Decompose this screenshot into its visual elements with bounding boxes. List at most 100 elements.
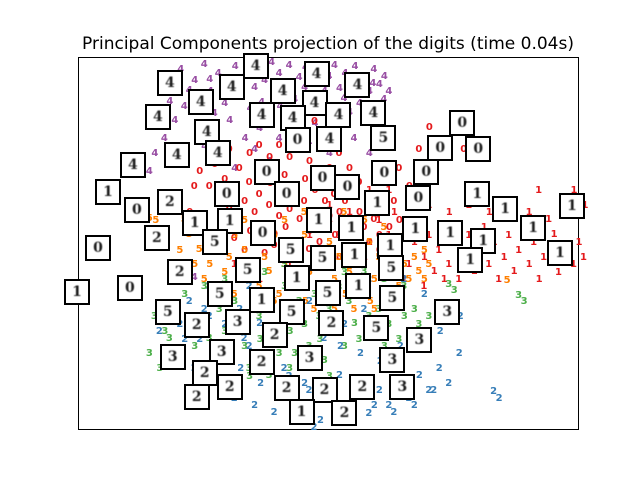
scatter-digit-5: 5 [301, 229, 309, 241]
thumbnail-digit-glyph: 3 [216, 343, 227, 360]
scatter-digit-5: 5 [340, 207, 348, 219]
scatter-digit-2: 2 [306, 296, 314, 308]
scatter-digit-2: 2 [370, 400, 378, 412]
scatter-digit-1: 1 [410, 236, 418, 248]
scatter-digit-5: 5 [370, 274, 378, 286]
scatter-digit-3: 3 [215, 303, 223, 315]
scatter-digit-4: 4 [231, 60, 239, 72]
scatter-digit-2: 2 [181, 333, 189, 345]
thumbnail-digit-glyph: 0 [435, 140, 446, 157]
digit-thumbnail-3: 3 [224, 309, 251, 336]
digit-thumbnail-1: 1 [457, 246, 484, 273]
scatter-digit-2: 2 [155, 325, 163, 337]
digit-thumbnail-5: 5 [378, 254, 405, 281]
thumbnail-digit-glyph: 3 [397, 379, 408, 396]
digit-thumbnail-1: 1 [547, 240, 574, 267]
scatter-digit-2: 2 [436, 325, 444, 337]
digit-thumbnail-2: 2 [166, 259, 193, 286]
digit-thumbnail-0: 0 [116, 275, 143, 302]
digit-thumbnail-1: 1 [64, 279, 91, 306]
thumbnail-digit-glyph: 5 [378, 130, 389, 147]
thumbnail-digit-glyph: 0 [281, 186, 292, 203]
scatter-digit-0: 0 [331, 189, 338, 200]
scatter-digit-0: 0 [190, 181, 198, 193]
digit-thumbnail-1: 1 [437, 220, 464, 247]
thumbnail-digit-glyph: 1 [472, 186, 483, 203]
scatter-digit-5: 5 [152, 214, 160, 226]
thumbnail-digit-glyph: 4 [352, 77, 363, 94]
scatter-digit-3: 3 [341, 267, 348, 278]
scatter-digit-1: 1 [575, 236, 583, 248]
scatter-digit-0: 0 [296, 214, 304, 226]
scatter-digit-0: 0 [241, 196, 249, 208]
thumbnail-digit-glyph: 1 [224, 212, 235, 229]
scatter-digit-0: 0 [275, 211, 283, 223]
scatter-digit-1: 1 [440, 274, 448, 286]
scatter-digit-3: 3 [375, 304, 382, 315]
thumbnail-digit-glyph: 4 [212, 144, 223, 161]
scatter-digit-4: 4 [151, 148, 159, 160]
scatter-digit-5: 5 [420, 274, 428, 286]
scatter-digit-1: 1 [580, 251, 587, 263]
thumbnail-digit-glyph: 2 [281, 380, 292, 397]
scatter-digit-2: 2 [251, 400, 259, 412]
scatter-digit-5: 5 [265, 266, 273, 278]
scatter-digit-3: 3 [286, 325, 294, 337]
scatter-digit-3: 3 [265, 370, 273, 382]
thumbnail-digit-glyph: 2 [224, 379, 235, 396]
scatter-digit-4: 4 [351, 60, 359, 72]
digit-thumbnail-2: 2 [216, 374, 243, 401]
digit-thumbnail-3: 3 [296, 345, 323, 372]
scatter-digit-0: 0 [282, 221, 290, 233]
scatter-digit-4: 4 [350, 133, 358, 145]
thumbnail-digit-glyph: 3 [414, 331, 425, 348]
scatter-digit-5: 5 [326, 237, 333, 249]
thumbnail-digit-glyph: 3 [387, 351, 398, 368]
scatter-digit-2: 2 [495, 392, 503, 404]
scatter-digit-5: 5 [420, 244, 428, 256]
scatter-digit-1: 1 [500, 251, 508, 263]
scatter-digit-2: 2 [336, 341, 344, 352]
thumbnail-digit-glyph: 0 [457, 114, 468, 131]
thumbnail-digit-glyph: 4 [128, 156, 138, 173]
thumbnail-digit-glyph: 4 [171, 146, 182, 163]
scatter-digit-1: 1 [530, 237, 538, 249]
scatter-digit-4: 4 [251, 82, 259, 94]
scatter-digit-4: 4 [356, 98, 363, 109]
thumbnail-digit-glyph: 2 [164, 193, 175, 210]
digit-thumbnail-4: 4 [204, 139, 231, 166]
scatter-digit-1: 1 [505, 229, 513, 241]
scatter-digit-1: 1 [420, 251, 428, 263]
scatter-digit-5: 5 [195, 244, 203, 256]
digit-thumbnail-1: 1 [559, 193, 585, 220]
scatter-digit-1: 1 [445, 207, 453, 219]
scatter-digit-0: 0 [286, 203, 294, 215]
thumbnail-digit-glyph: 2 [269, 327, 280, 344]
digit-thumbnail-5: 5 [278, 299, 305, 326]
thumbnail-digit-glyph: 1 [349, 247, 360, 263]
scatter-digit-2: 2 [415, 370, 423, 382]
digit-thumbnail-2: 2 [318, 309, 345, 336]
scatter-digit-3: 3 [165, 333, 173, 345]
scatter-digit-3: 3 [360, 266, 368, 278]
scatter-digit-2: 2 [301, 378, 309, 390]
scatter-digit-0: 0 [306, 245, 313, 255]
thumbnail-digit-glyph: 3 [442, 304, 453, 321]
scatter-digit-4: 4 [385, 86, 393, 98]
scatter-digit-2: 2 [237, 362, 245, 374]
scatter-digit-0: 0 [255, 140, 263, 152]
digit-thumbnail-5: 5 [277, 237, 304, 264]
digit-thumbnail-2: 2 [273, 375, 300, 402]
scatter-digit-1: 1 [231, 260, 238, 270]
scatter-digit-3: 3 [316, 333, 324, 345]
scatter-digit-3: 3 [275, 348, 283, 360]
thumbnail-digit-glyph: 4 [368, 104, 379, 121]
thumbnail-digit-glyph: 0 [421, 163, 432, 180]
scatter-digit-1: 1 [525, 207, 533, 219]
scatter-digit-3: 3 [191, 341, 199, 352]
scatter-digit-5: 5 [221, 266, 229, 278]
thumbnail-digit-glyph: 1 [256, 291, 267, 308]
scatter-digit-3: 3 [445, 279, 453, 291]
scatter-digit-3: 3 [350, 318, 358, 330]
scatter-digit-4: 4 [251, 144, 259, 156]
